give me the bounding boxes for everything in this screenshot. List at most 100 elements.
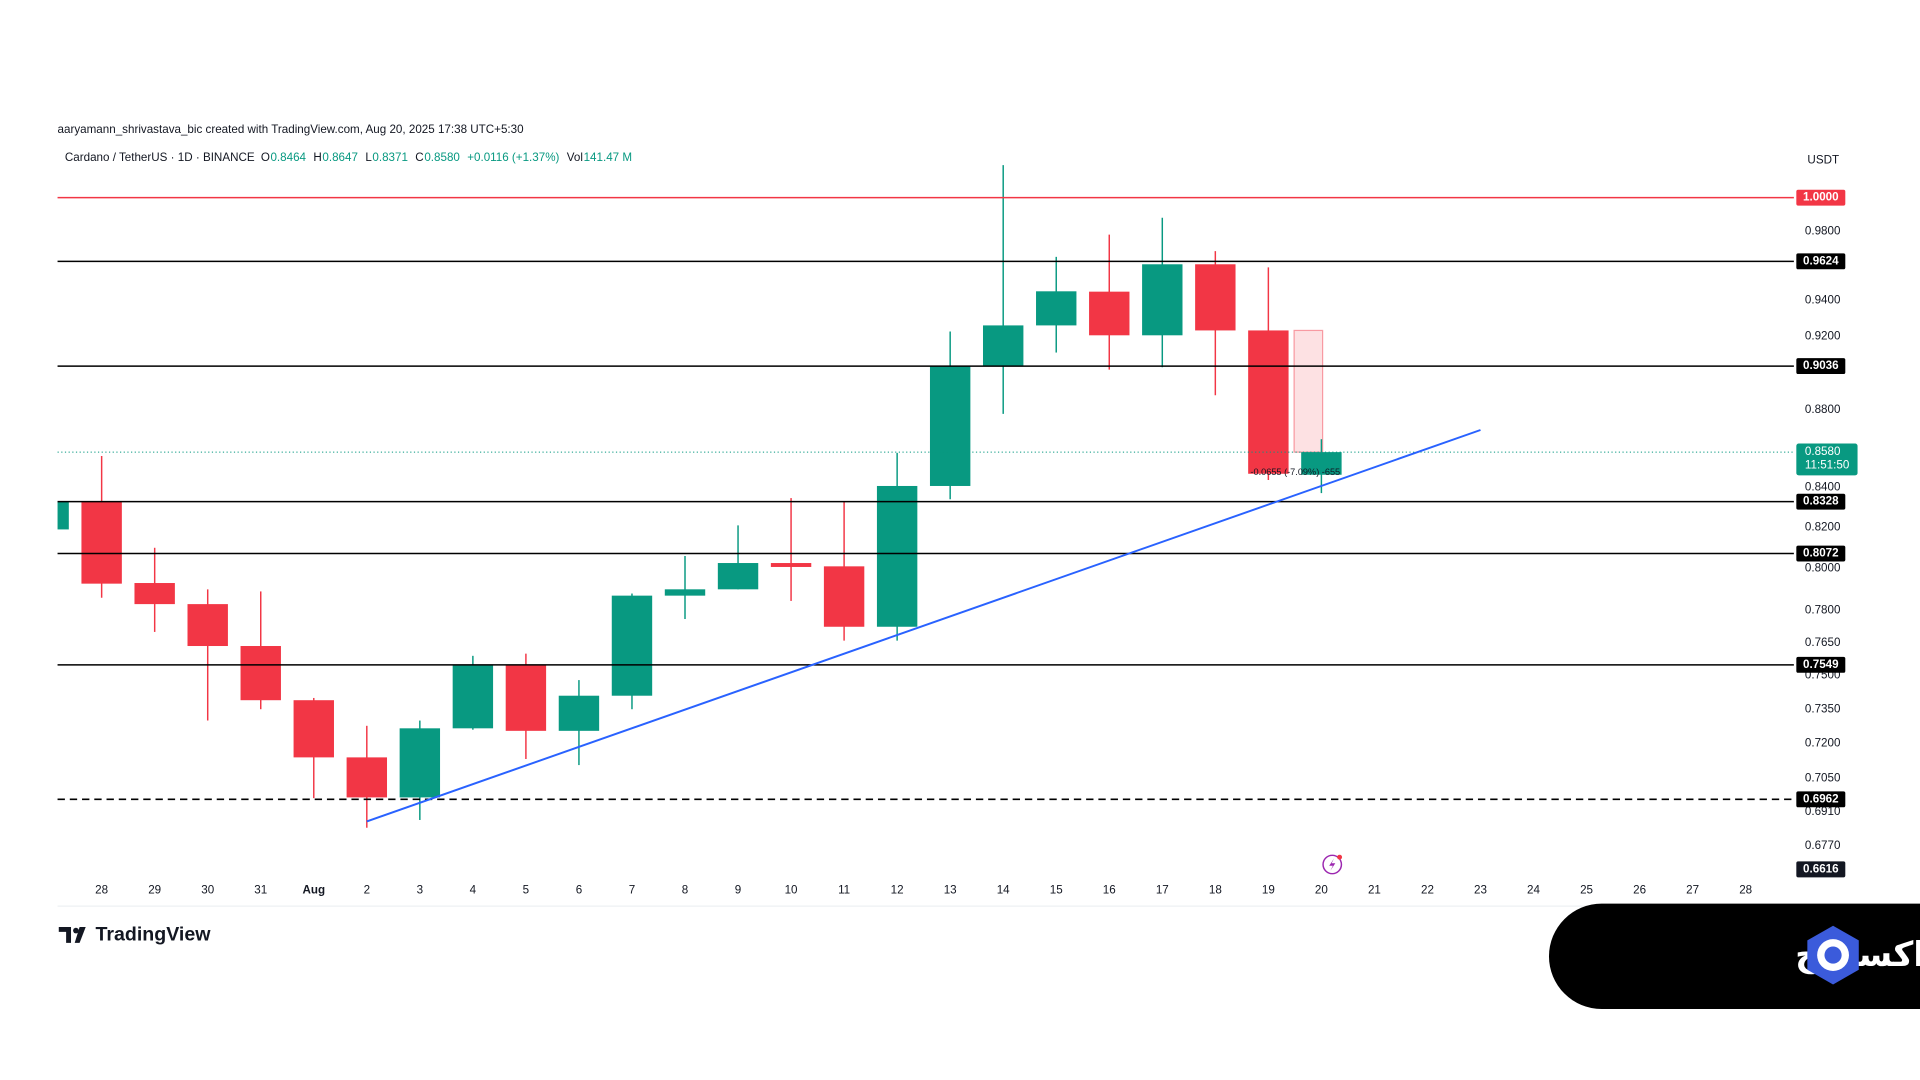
candle-body — [770, 563, 812, 567]
x-tick-label: 22 — [1421, 883, 1434, 896]
legend-key: H — [313, 151, 321, 164]
candle-body — [1248, 330, 1289, 474]
x-tick-label: 6 — [576, 883, 582, 896]
legend-value: 0.8464 — [270, 151, 306, 164]
x-tick-label: 11 — [838, 883, 850, 896]
x-tick-label: 9 — [735, 883, 741, 896]
level-label: 0.9624 — [1803, 254, 1839, 267]
level-label: 1.0000 — [1803, 191, 1839, 204]
measure-label: -0.0655 (-7.09%) -655 — [1250, 467, 1340, 477]
candle-body — [346, 757, 388, 798]
x-tick-label: 15 — [1050, 883, 1063, 896]
x-tick-label: 18 — [1209, 883, 1222, 896]
x-tick-label: 28 — [95, 883, 108, 896]
level-label: 0.6962 — [1803, 792, 1839, 805]
y-tick-label: 0.8400 — [1805, 480, 1841, 493]
x-tick-label: 27 — [1686, 883, 1699, 896]
y-tick-label: 0.6770 — [1805, 839, 1841, 852]
level-label: 0.8328 — [1803, 495, 1839, 508]
last-price-label: 0.8580 — [1805, 445, 1841, 458]
level-label: 0.9036 — [1803, 359, 1839, 372]
x-tick-label: 12 — [891, 883, 904, 896]
candle-body — [452, 664, 494, 729]
x-tick-label: 4 — [470, 883, 477, 896]
x-tick-label: 5 — [523, 883, 529, 896]
level-label-box — [1796, 545, 1846, 562]
x-tick-label: 2 — [364, 883, 370, 896]
x-tick-label: 16 — [1103, 883, 1116, 896]
symbol: Cardano / TetherUS · 1D · BINANCE — [65, 151, 255, 164]
candle-body — [664, 589, 706, 596]
candle-body — [1142, 264, 1183, 336]
candle-body — [558, 695, 600, 731]
y-tick-label: 0.9200 — [1805, 329, 1841, 342]
candle-body — [929, 366, 971, 486]
legend-value: +0.0116 (+1.37%) — [467, 151, 559, 164]
tradingview-logo: TradingView — [58, 924, 212, 946]
x-tick-label: Aug — [302, 883, 325, 896]
axis-marker-box — [1796, 861, 1846, 878]
y-tick-label: 0.6910 — [1805, 805, 1841, 818]
candle-body — [1301, 452, 1342, 475]
x-tick-label: 3 — [417, 883, 423, 896]
event-icon — [1322, 854, 1343, 875]
candle-body — [240, 646, 281, 701]
level-label: 0.8072 — [1803, 547, 1839, 560]
x-tick-label: 24 — [1527, 883, 1540, 896]
candle-body — [611, 595, 653, 696]
measure-box — [1293, 329, 1324, 453]
y-tick-label: 0.7200 — [1805, 737, 1841, 750]
y-tick-label: 0.8200 — [1805, 520, 1841, 533]
legend-value: 141.47 M — [584, 151, 632, 164]
candle-body — [1195, 264, 1236, 331]
x-tick-label: 31 — [254, 883, 267, 896]
x-tick-label: 17 — [1156, 883, 1169, 896]
level-label: 0.7549 — [1803, 658, 1839, 671]
y-tick-label: 0.8000 — [1805, 561, 1841, 574]
y-tick-label: 0.7050 — [1805, 772, 1841, 785]
candle-body — [982, 325, 1024, 367]
candle-body — [57, 501, 69, 530]
x-tick-label: 20 — [1315, 883, 1328, 896]
legend-value: 0.8371 — [372, 151, 408, 164]
candle-body — [505, 664, 547, 731]
candle-body — [1089, 291, 1130, 336]
candle-body — [1036, 291, 1077, 326]
x-tick-label: 13 — [944, 883, 957, 896]
attribution: aaryamann_shrivastava_bic created with T… — [58, 123, 525, 136]
watermark: TradingView — [96, 924, 212, 946]
plot-area — [57, 165, 1342, 828]
trendline — [366, 429, 1481, 823]
x-tick-label: 29 — [148, 883, 161, 896]
legend-key: L — [365, 151, 372, 164]
currency: USDT — [1807, 153, 1839, 166]
level-label-box — [1796, 253, 1846, 270]
candle-body — [399, 728, 441, 798]
level-label-box — [1796, 791, 1846, 808]
legend-key: O — [261, 151, 270, 164]
last-price-box — [1796, 443, 1858, 476]
legend-value: 0.8647 — [322, 151, 358, 164]
y-tick-label: 0.9400 — [1805, 294, 1841, 307]
x-tick-label: 26 — [1633, 883, 1646, 896]
countdown: 11:51:50 — [1805, 459, 1850, 472]
candle-body — [823, 566, 865, 627]
x-tick-label: 25 — [1580, 883, 1593, 896]
level-label-box — [1796, 358, 1846, 375]
y-tick-label: 0.7650 — [1805, 636, 1841, 649]
x-tick-label: 8 — [682, 883, 688, 896]
axis-marker-label: 0.6616 — [1803, 862, 1839, 875]
x-tick-label: 14 — [997, 883, 1010, 896]
y-tick-label: 0.9800 — [1805, 224, 1841, 237]
legend-key: C — [415, 151, 423, 164]
x-tick-label: 19 — [1262, 883, 1275, 896]
x-tick-label: 7 — [629, 883, 635, 896]
level-label-box — [1796, 656, 1846, 673]
candle-body — [187, 604, 228, 647]
candle-body — [717, 563, 759, 590]
level-label-box — [1796, 493, 1846, 510]
y-tick-label: 0.8800 — [1805, 403, 1841, 416]
x-tick-label: 28 — [1739, 883, 1752, 896]
candle-body — [293, 700, 334, 758]
